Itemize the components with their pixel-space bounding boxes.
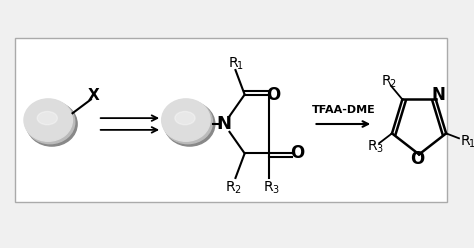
Text: R: R	[226, 180, 236, 194]
Text: 1: 1	[469, 139, 474, 149]
Ellipse shape	[27, 102, 77, 146]
Text: R: R	[382, 74, 391, 88]
Text: TFAA-DME: TFAA-DME	[311, 105, 375, 115]
Ellipse shape	[175, 112, 195, 125]
FancyBboxPatch shape	[15, 38, 447, 202]
Text: 3: 3	[272, 185, 278, 195]
Text: X: X	[87, 88, 99, 103]
Ellipse shape	[163, 100, 212, 144]
Text: 3: 3	[376, 144, 382, 154]
Text: O: O	[290, 144, 304, 162]
Text: 2: 2	[390, 79, 396, 89]
Text: N: N	[217, 115, 231, 133]
Ellipse shape	[37, 112, 57, 125]
Text: R: R	[228, 56, 238, 70]
Text: O: O	[266, 86, 280, 104]
Text: 1: 1	[237, 61, 243, 71]
Text: N: N	[431, 87, 445, 104]
Text: R: R	[264, 180, 273, 194]
Text: R: R	[368, 139, 377, 153]
Text: R: R	[461, 134, 470, 148]
Ellipse shape	[162, 99, 210, 141]
Ellipse shape	[24, 99, 73, 141]
Text: 2: 2	[234, 185, 240, 195]
Text: O: O	[410, 150, 424, 168]
Ellipse shape	[164, 102, 215, 146]
Ellipse shape	[25, 100, 75, 144]
